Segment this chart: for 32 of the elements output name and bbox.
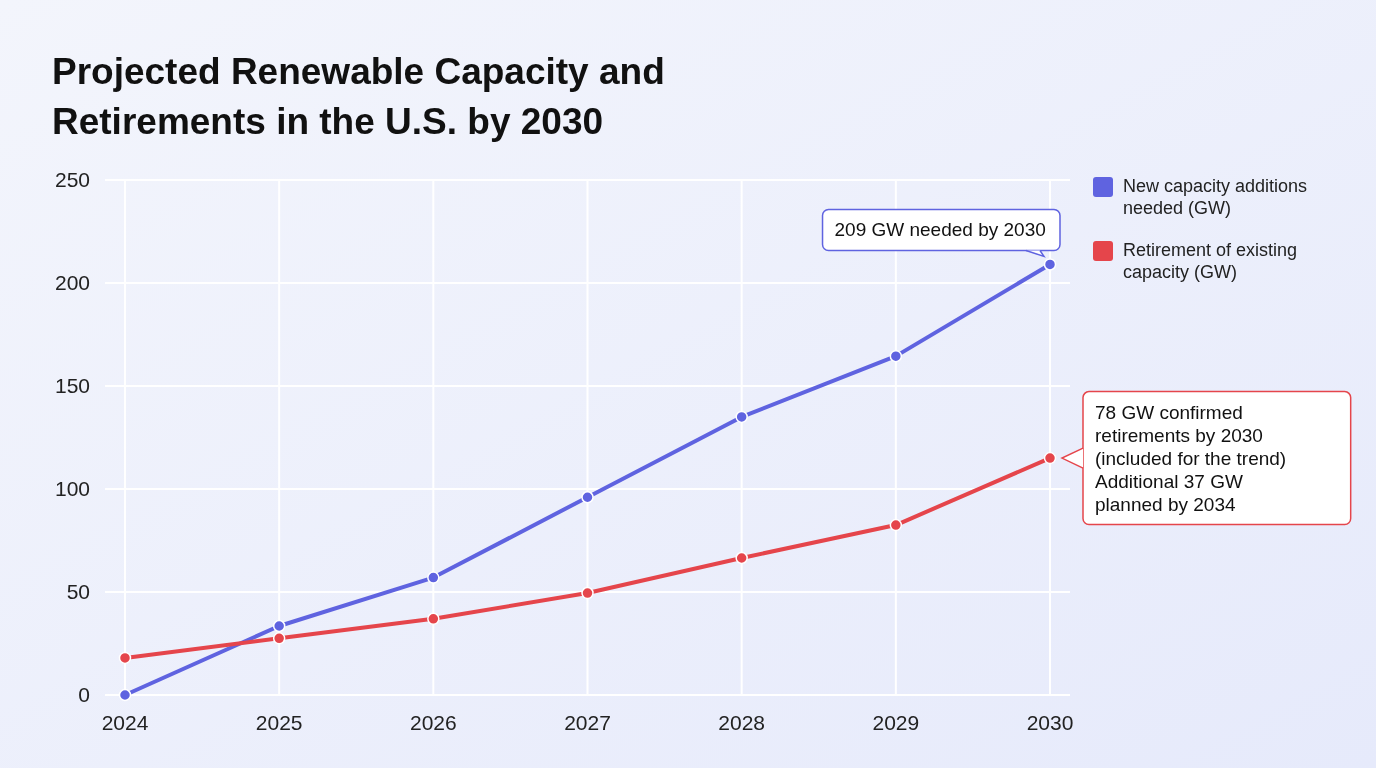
point: [272, 632, 286, 645]
point: [118, 688, 132, 702]
point: [889, 518, 903, 532]
legend-label: New capacity additions needed (GW): [1123, 176, 1308, 218]
annotation: 209 GW needed by 2030: [834, 219, 1046, 241]
annotation: 78 GW confirmed retirements by 2030 (included for the trend) Additional 37 GW planned by 2034: [1095, 401, 1287, 515]
chart-title: Projected Renewable Capacity and Retirements in the U.S. by 2030: [52, 51, 665, 142]
x-tick-label: 2025: [255, 711, 303, 734]
x-tick-label: 2026: [409, 711, 457, 734]
point: [1043, 451, 1057, 465]
point: [272, 619, 286, 633]
y-tick-label: 100: [54, 477, 90, 501]
x-tick-label: 2028: [718, 711, 766, 734]
point: [889, 349, 903, 363]
x-tick-label: 2027: [564, 711, 611, 734]
y-tick-label: 0: [78, 683, 90, 707]
x-tick-label: 2029: [872, 711, 920, 734]
y-tick-label: 50: [66, 580, 90, 604]
x-tick-label: 2030: [1026, 711, 1074, 734]
legend-label: Retirement of existing capacity (GW): [1123, 240, 1298, 282]
y-tick-label: 250: [54, 168, 90, 192]
point: [1043, 258, 1057, 271]
point: [735, 410, 748, 424]
point: [735, 551, 748, 565]
point: [427, 571, 440, 584]
y-tick-label: 150: [54, 374, 90, 398]
point: [118, 651, 132, 665]
point: [427, 612, 440, 626]
x-tick-label: 2024: [101, 711, 149, 734]
point: [581, 490, 594, 504]
point: [581, 586, 594, 600]
y-tick-label: 200: [54, 271, 90, 295]
